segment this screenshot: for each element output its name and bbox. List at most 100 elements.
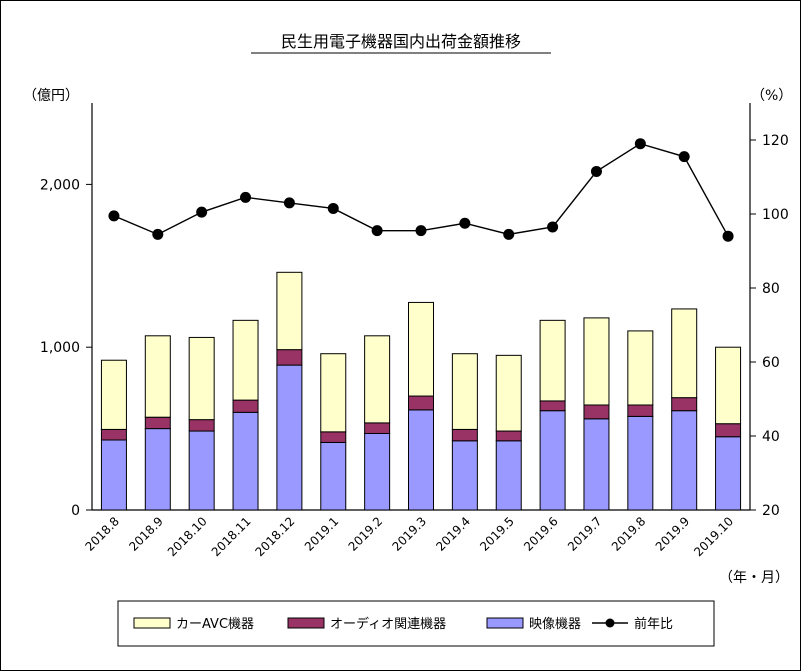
- bar-segment: [100, 359, 127, 430]
- bar-segment: [539, 410, 566, 511]
- yoy-point: [327, 202, 339, 214]
- yoy-line: [113, 142, 729, 237]
- bar-segment: [320, 431, 347, 443]
- bar-segment: [188, 419, 215, 432]
- yoy-line-series: [108, 138, 734, 242]
- bar-segment: [627, 415, 654, 511]
- bar-segment: [583, 418, 610, 511]
- yoy-point: [152, 228, 164, 240]
- yoy-point: [196, 206, 208, 218]
- x-tick-label: 2018.10: [165, 514, 210, 559]
- x-tick-label: 2018.11: [209, 514, 254, 559]
- x-tick-label: 2019.4: [433, 514, 473, 554]
- bar-segment: [451, 428, 478, 442]
- x-tick-label: 2019.10: [691, 514, 736, 559]
- yoy-point: [590, 165, 602, 177]
- x-tick-label: 2019.7: [565, 514, 605, 554]
- bar-segment: [408, 395, 434, 411]
- x-axis-unit: （年・月）: [719, 570, 789, 586]
- yoy-point: [678, 151, 690, 163]
- bar-segment: [451, 353, 478, 430]
- legend-label: 映像機器: [529, 617, 581, 632]
- bar-segment: [715, 423, 742, 438]
- right-axis-tick-label: 80: [762, 281, 780, 297]
- yoy-point: [459, 217, 471, 229]
- bar-segment: [144, 428, 171, 511]
- x-tick-label: 2019.5: [477, 514, 517, 554]
- bar-segment: [583, 404, 610, 420]
- right-axis-tick-label: 60: [762, 355, 780, 371]
- bar-segment: [495, 430, 522, 442]
- x-tick-label: 2018.9: [126, 514, 166, 554]
- yoy-point: [634, 138, 646, 150]
- legend-label: カーAVC機器: [176, 617, 254, 632]
- left-axis-tick-label: 1,000: [40, 340, 80, 356]
- left-axis-unit: （億円）: [23, 88, 79, 104]
- x-tick-label: 2019.1: [302, 514, 342, 554]
- yoy-point: [240, 191, 252, 203]
- x-tick-label: 2019.6: [521, 514, 561, 554]
- bar-segment: [364, 432, 391, 511]
- left-axis-tick-label: 0: [71, 503, 80, 519]
- yoy-point: [547, 221, 559, 233]
- bar-segment: [188, 430, 215, 511]
- right-axis-tick-label: 100: [762, 207, 789, 223]
- legend-swatch: [287, 617, 325, 629]
- yoy-point: [415, 225, 427, 237]
- yoy-point: [108, 210, 120, 222]
- bar-segment: [671, 308, 698, 399]
- chart-title: 民生用電子機器国内出荷金額推移: [281, 32, 521, 51]
- bar-segment: [627, 404, 654, 417]
- right-axis-tick-label: 20: [762, 503, 780, 519]
- bar-segment: [232, 319, 259, 401]
- yoy-point: [371, 225, 383, 237]
- bar-segment: [408, 301, 434, 397]
- x-tick-label: 2019.2: [346, 514, 386, 554]
- bar-segment: [100, 439, 127, 511]
- bar-segment: [671, 410, 698, 511]
- x-tick-label: 2018.12: [253, 514, 298, 559]
- bar-segment: [408, 409, 434, 511]
- right-axis-unit: （%）: [751, 88, 792, 104]
- bar-segment: [276, 349, 303, 366]
- bar-segment: [232, 411, 259, 511]
- legend-line-marker: [605, 618, 615, 628]
- bar-segment: [144, 416, 171, 430]
- bar-segment: [276, 364, 303, 511]
- yoy-point: [722, 230, 734, 242]
- bar-segment: [100, 428, 127, 441]
- legend-swatch: [133, 617, 171, 629]
- x-tick-label: 2019.8: [609, 514, 649, 554]
- bar-segment: [320, 441, 347, 511]
- bar-segment: [539, 319, 566, 402]
- legend-swatch: [486, 617, 524, 629]
- bar-segment: [583, 317, 610, 406]
- bar-segment: [364, 335, 391, 424]
- bar-segment: [627, 330, 654, 406]
- legend-label: オーディオ関連機器: [330, 616, 446, 632]
- left-axis-tick-label: 2,000: [40, 177, 80, 193]
- legend-label: 前年比: [634, 616, 673, 632]
- bar-segment: [144, 335, 171, 418]
- yoy-point: [283, 197, 295, 209]
- bar-segment: [276, 271, 303, 351]
- bar-segment: [364, 422, 391, 434]
- x-tick-label: 2019.9: [653, 514, 693, 554]
- x-tick-label: 2019.3: [390, 514, 430, 554]
- bar-segment: [671, 397, 698, 412]
- bars: [100, 271, 742, 511]
- right-axis-tick-label: 120: [762, 133, 789, 149]
- x-tick-label: 2018.8: [82, 514, 122, 554]
- bar-segment: [232, 399, 259, 413]
- bar-segment: [495, 440, 522, 511]
- bar-segment: [495, 354, 522, 432]
- bar-segment: [320, 353, 347, 433]
- right-axis-tick-label: 40: [762, 429, 780, 445]
- bar-segment: [451, 440, 478, 511]
- bar-segment: [188, 336, 215, 421]
- legend: カーAVC機器 オーディオ関連機器 映像機器 前年比: [117, 600, 715, 647]
- bar-segment: [715, 346, 742, 425]
